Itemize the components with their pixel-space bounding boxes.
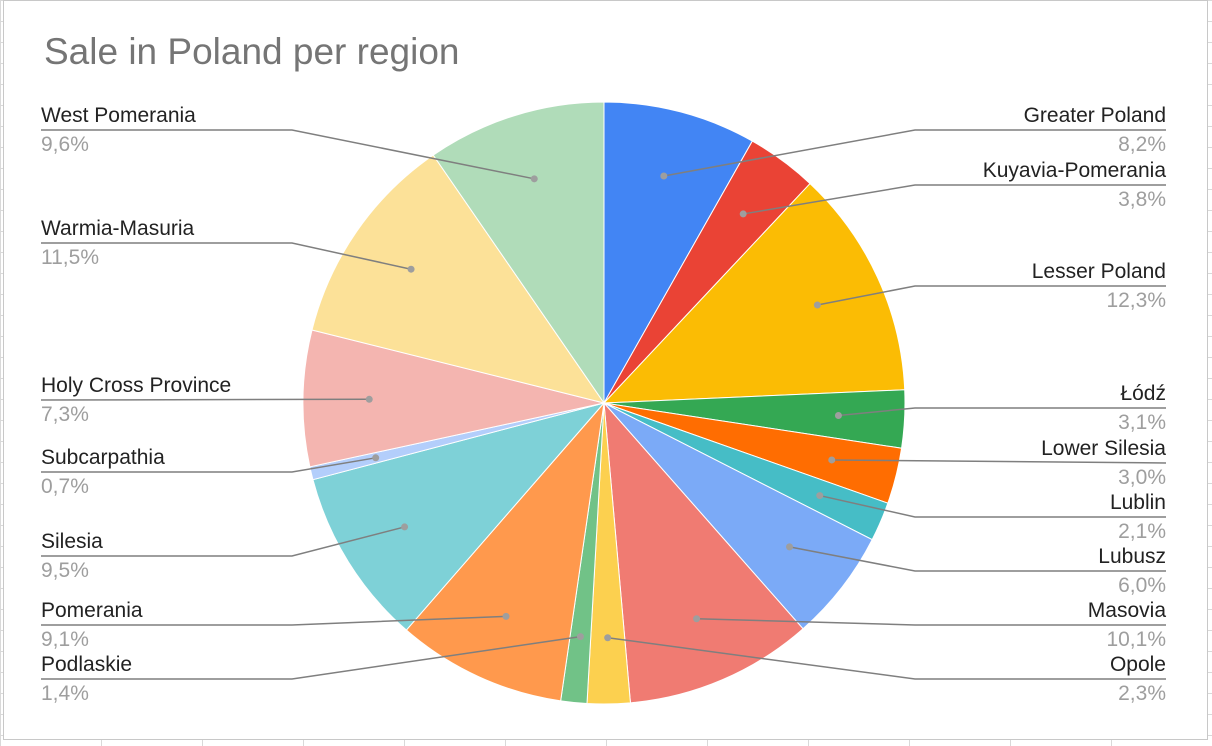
leader-line [41,242,412,270]
slice-name-label: Warmia-Masuria [41,217,195,240]
pie-slices [302,101,906,705]
slice-name-label: Subcarpathia [41,446,165,469]
slice-percent-label: 11,5% [41,246,99,269]
leader-dot [502,612,510,620]
leader-line [41,457,376,473]
slice-percent-label: 2,1% [1118,520,1166,543]
leader-dot [816,492,824,500]
slice-name-label: Silesia [41,530,103,553]
leader-line [831,459,1167,464]
slice-name-label: Lower Silesia [1041,437,1166,460]
slice-name-label: Podlaskie [41,653,132,676]
leader-dot [660,172,668,180]
leader-line [41,129,535,180]
slice-percent-label: 9,1% [41,628,89,651]
slice-name-label: Kuyavia-Pomerania [983,159,1167,182]
pie-slice-pomerania[interactable] [405,401,605,702]
leader-dot [739,210,747,218]
leader-dot [834,412,842,420]
slice-name-label: Greater Poland [1024,104,1166,127]
leader-dot [530,175,538,183]
chart-title: Sale in Poland per region [44,31,460,72]
slice-name-label: Lublin [1110,491,1166,514]
slice-percent-label: 8,2% [1118,133,1166,156]
leader-lines [40,129,1167,680]
slice-name-label: Pomerania [41,599,143,622]
slice-percent-label: 3,0% [1118,466,1166,489]
slice-labels: Greater Poland 8,2% Kuyavia-Pomerania 3,8% L… [41,104,1166,705]
leader-dot [693,615,701,623]
leader-dot [604,634,612,642]
leader-dot [401,523,409,531]
slice-percent-label: 0,7% [41,475,89,498]
slice-percent-label: 3,8% [1118,188,1166,211]
slice-percent-label: 2,3% [1118,682,1166,705]
leader-line [41,615,507,626]
leader-line [663,129,1166,177]
pie-slice-warmia-masuria[interactable] [311,154,606,404]
pie-slice-masovia[interactable] [603,401,804,704]
leader-dot [365,395,373,403]
leader-line [40,398,370,401]
slice-name-label: Opole [1110,653,1166,676]
leader-dot [813,301,821,309]
slice-name-label: Lubusz [1098,545,1166,568]
slice-percent-label: 9,5% [41,559,89,582]
pie-slice-silesia[interactable] [312,402,606,631]
leader-dot [576,633,584,641]
slice-percent-label: 12,3% [1106,289,1166,312]
leader-line [696,618,1166,626]
slice-name-label: Masovia [1088,599,1167,622]
leader-line [743,184,1166,215]
slice-name-label: Łódź [1120,382,1166,405]
leader-line [41,526,405,557]
leader-dot [372,454,380,462]
leader-line [789,546,1166,572]
slice-percent-label: 6,0% [1118,574,1166,597]
slice-percent-label: 9,6% [41,133,89,156]
slice-name-label: West Pomerania [41,104,196,127]
leader-line [41,635,581,680]
pie-slice-lesser-poland[interactable] [602,182,906,404]
pie-slice-holy-cross-province[interactable] [302,329,605,468]
slice-percent-label: 3,1% [1118,411,1166,434]
pie-slice-west-pomerania[interactable] [432,101,605,405]
leader-line [819,494,1166,518]
leader-dot [407,265,415,273]
leader-line [817,285,1166,306]
pie-slice-greater-poland[interactable] [603,101,753,405]
slice-name-label: Lesser Poland [1032,260,1166,283]
slice-name-label: Holy Cross Province [41,374,231,397]
slice-percent-label: 1,4% [41,682,89,705]
leader-line [838,407,1166,417]
slice-percent-label: 7,3% [41,403,89,426]
leader-line [607,637,1166,680]
leader-dot [828,456,836,464]
slice-percent-label: 10,1% [1106,628,1166,651]
leader-dot [786,543,794,551]
